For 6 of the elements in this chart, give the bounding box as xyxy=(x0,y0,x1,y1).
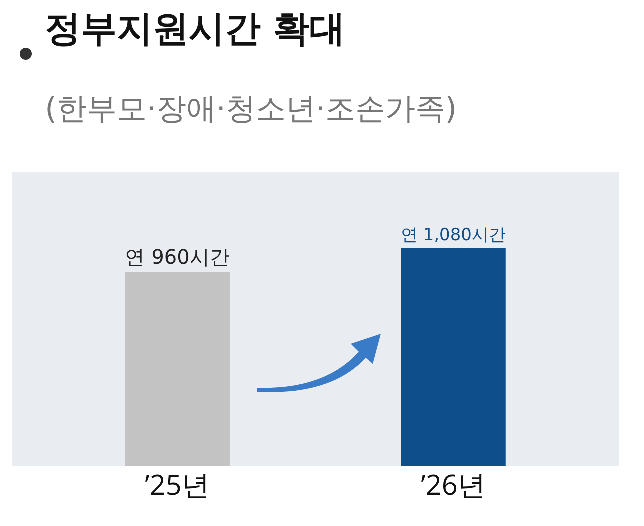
chart-title: 정부지원시간 확대 xyxy=(45,8,346,50)
x-tick-label: ’25년 xyxy=(145,466,210,504)
data-label: 연 1,080시간 xyxy=(400,224,506,245)
x-tick-label: ’26년 xyxy=(421,466,486,504)
chart-subtitle: (한부모·장애·청소년·조손가족) xyxy=(45,92,458,127)
data-label: 연 960시간 xyxy=(125,245,230,270)
